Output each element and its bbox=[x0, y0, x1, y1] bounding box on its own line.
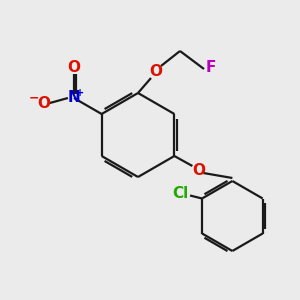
Text: −: − bbox=[29, 92, 39, 104]
Text: Cl: Cl bbox=[172, 186, 188, 201]
Text: +: + bbox=[76, 88, 84, 98]
Text: O: O bbox=[192, 163, 205, 178]
Text: N: N bbox=[68, 91, 80, 106]
Text: O: O bbox=[38, 95, 50, 110]
Text: O: O bbox=[149, 64, 163, 79]
Text: F: F bbox=[206, 59, 216, 74]
Text: O: O bbox=[68, 61, 80, 76]
